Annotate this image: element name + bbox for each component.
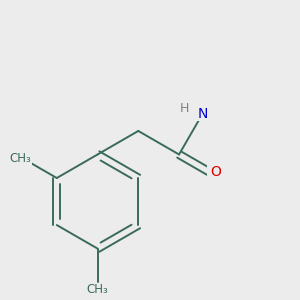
Text: CH₃: CH₃ bbox=[9, 152, 31, 165]
Text: H: H bbox=[180, 102, 189, 116]
Text: O: O bbox=[210, 165, 221, 179]
Text: CH₃: CH₃ bbox=[87, 283, 108, 296]
Text: N: N bbox=[197, 107, 208, 121]
